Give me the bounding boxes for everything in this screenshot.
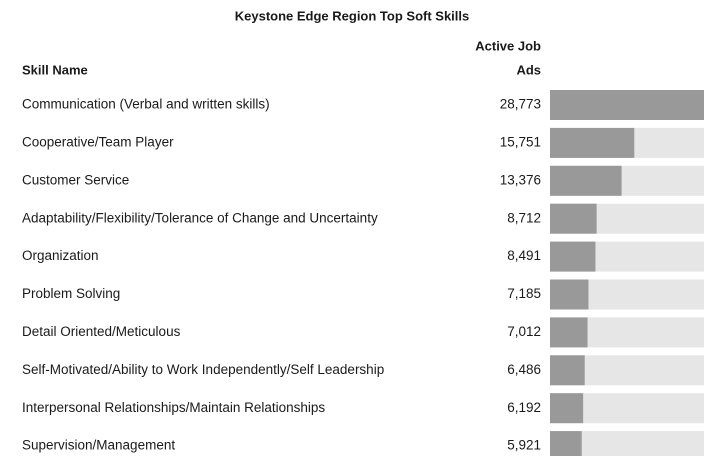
category-label: Self-Motivated/Ability to Work Independe… [22,362,384,377]
value-label: 8,712 [507,210,541,225]
bar [550,127,635,158]
value-label: 7,185 [507,286,541,301]
bar [550,90,704,120]
category-label: Detail Oriented/Meticulous [22,324,181,339]
bar [550,203,597,234]
category-label: Cooperative/Team Player [22,134,174,149]
bar [550,355,585,386]
category-label: Problem Solving [22,286,120,301]
bar [550,393,584,424]
value-header: Ads [516,62,541,77]
value-label: 28,773 [500,97,541,112]
value-label: 5,921 [507,438,541,453]
category-header: Skill Name [22,62,88,77]
bar [550,165,622,196]
value-label: 7,012 [507,324,541,339]
bar [550,317,588,348]
bar [550,241,596,272]
category-label: Supervision/Management [22,438,175,453]
category-label: Interpersonal Relationships/Maintain Rel… [22,400,325,415]
category-label: Organization [22,248,99,263]
value-label: 13,376 [500,172,541,187]
value-header: Active Job [475,38,541,53]
category-label: Adaptability/Flexibility/Tolerance of Ch… [22,210,378,225]
category-label: Customer Service [22,172,129,187]
value-label: 15,751 [500,134,541,149]
value-label: 8,491 [507,248,541,263]
bar [550,279,589,310]
chart-title: Keystone Edge Region Top Soft Skills [235,8,470,23]
bar [550,431,582,456]
value-label: 6,486 [507,362,541,377]
category-label: Communication (Verbal and written skills… [22,97,270,112]
value-label: 6,192 [507,400,541,415]
